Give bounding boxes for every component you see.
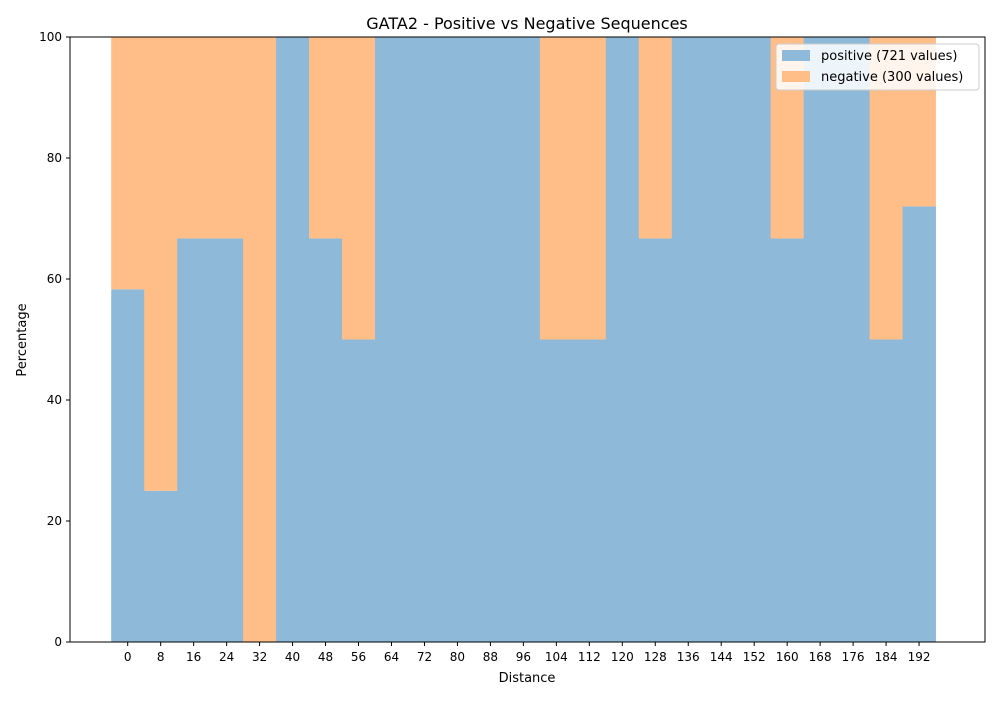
x-tick-label: 144 (710, 650, 733, 664)
x-tick-label: 96 (516, 650, 531, 664)
bars-layer (111, 37, 936, 642)
y-axis: 0 20 40 60 80 100 (39, 30, 70, 649)
x-tick-label: 168 (809, 650, 832, 664)
bar-positive-104 (539, 339, 574, 642)
x-tick-label: 128 (644, 650, 667, 664)
x-tick-label: 0 (124, 650, 132, 664)
x-tick-label: 64 (384, 650, 399, 664)
bar-positive-72 (407, 37, 442, 642)
x-tick-label: 160 (776, 650, 799, 664)
x-tick-label: 104 (545, 650, 568, 664)
bar-positive-160 (770, 238, 805, 642)
legend-swatch-positive (782, 50, 810, 61)
x-tick-label: 192 (908, 650, 931, 664)
bar-positive-112 (572, 339, 607, 642)
bar-positive-176 (836, 37, 870, 642)
legend-swatch-negative (782, 71, 810, 82)
y-tick-label: 40 (47, 393, 62, 407)
bar-positive-144 (704, 37, 739, 642)
x-axis-label: Distance (499, 671, 556, 686)
bar-positive-192 (902, 206, 936, 642)
x-tick-label: 152 (743, 650, 766, 664)
bar-positive-24 (210, 238, 244, 642)
chart-title: GATA2 - Positive vs Negative Sequences (366, 14, 688, 33)
x-tick-label: 48 (318, 650, 333, 664)
bar-positive-96 (506, 37, 541, 642)
bar-positive-8 (144, 490, 178, 642)
bar-positive-48 (309, 238, 343, 642)
x-tick-label: 136 (677, 650, 700, 664)
y-tick-label: 80 (47, 151, 62, 165)
bar-positive-136 (671, 37, 706, 642)
y-axis-label: Percentage (15, 303, 30, 376)
x-tick-label: 56 (351, 650, 366, 664)
bar-positive-0 (111, 289, 145, 642)
bar-positive-88 (473, 37, 508, 642)
x-tick-label: 88 (483, 650, 498, 664)
x-tick-label: 32 (252, 650, 267, 664)
plot-frame (69, 36, 986, 643)
bar-positive-80 (440, 37, 475, 642)
legend-box (775, 43, 980, 91)
bar-positive-184 (869, 339, 903, 642)
x-tick-label: 8 (157, 650, 165, 664)
y-tick-label: 100 (39, 30, 62, 44)
bar-negative-112 (572, 37, 607, 340)
bar-negative-0 (111, 37, 145, 290)
legend: positive (721 values) negative (300 valu… (775, 43, 980, 91)
legend-label-negative: negative (300 values) (821, 70, 963, 85)
x-tick-label: 80 (450, 650, 465, 664)
x-tick-label: 120 (611, 650, 634, 664)
x-tick-label: 184 (875, 650, 898, 664)
y-tick-label: 0 (54, 635, 62, 649)
bar-positive-152 (737, 37, 772, 642)
y-tick-label: 20 (47, 514, 62, 528)
bar-negative-48 (309, 37, 343, 239)
y-tick-label: 60 (47, 272, 62, 286)
bar-positive-16 (177, 238, 211, 642)
bar-negative-24 (210, 37, 244, 239)
bar-negative-128 (638, 37, 673, 239)
x-axis: 0 8 16 24 32 40 48 56 64 72 80 88 96 104 112 120 128 136 1… (124, 642, 931, 664)
x-tick-label: 72 (417, 650, 432, 664)
bar-positive-64 (375, 37, 409, 642)
bar-negative-16 (177, 37, 211, 239)
bar-negative-32 (243, 37, 277, 642)
legend-label-positive: positive (721 values) (821, 49, 958, 64)
bar-positive-56 (342, 339, 376, 642)
bar-positive-168 (803, 37, 838, 642)
x-tick-label: 16 (186, 650, 201, 664)
bar-negative-8 (144, 37, 178, 491)
x-tick-label: 176 (842, 650, 865, 664)
x-tick-label: 40 (285, 650, 300, 664)
x-tick-label: 112 (578, 650, 601, 664)
x-tick-label: 24 (219, 650, 234, 664)
bar-negative-104 (539, 37, 574, 340)
bar-positive-40 (276, 37, 310, 642)
bar-positive-128 (638, 238, 673, 642)
bar-positive-120 (605, 37, 640, 642)
bar-negative-56 (342, 37, 376, 340)
